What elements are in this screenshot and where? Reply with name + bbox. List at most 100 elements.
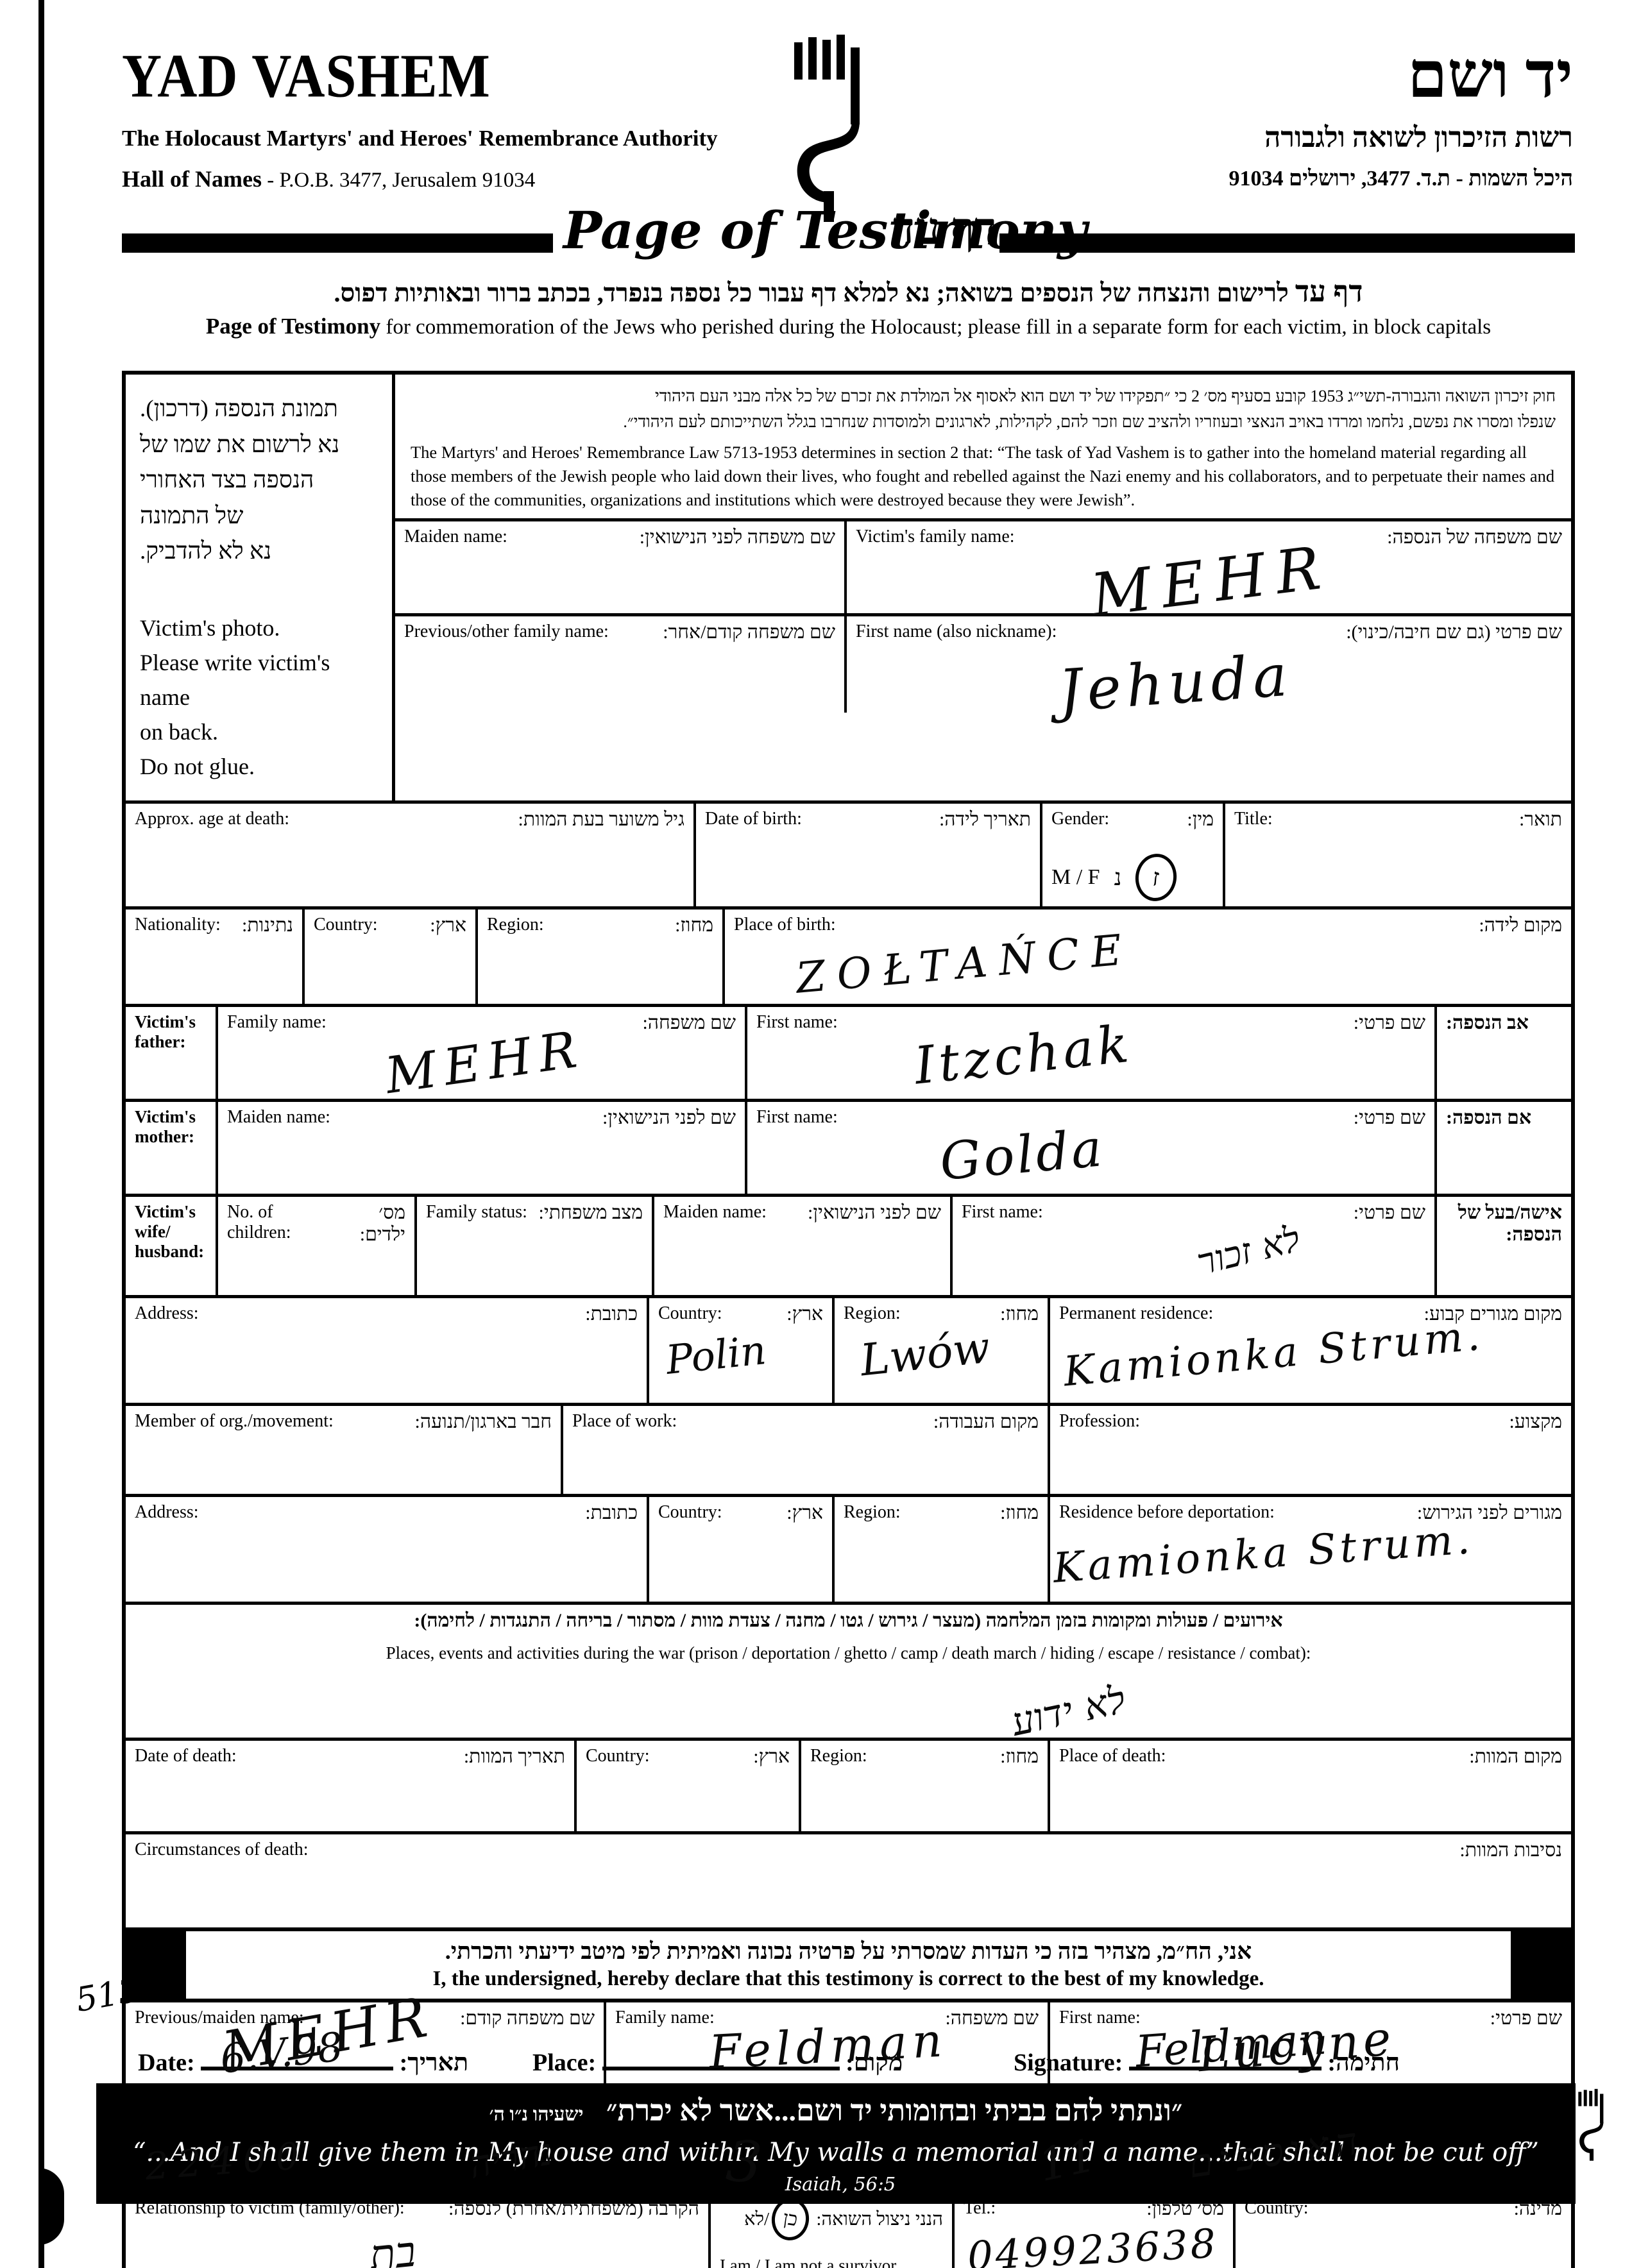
circumstances-label-en: Circumstances of death:	[135, 1839, 309, 1859]
hall-of-names-label: Hall of Names	[122, 166, 262, 192]
field-country-before-deportation: Country: ארץ:	[647, 1496, 832, 1602]
field-title: Title: תואר:	[1223, 803, 1571, 906]
title-rule-left	[122, 233, 553, 253]
field-residence-before-deportation: Residence before deportation: מגורים לפנ…	[1048, 1496, 1571, 1602]
photo-he-line: נא לרשום את שמו של	[140, 431, 340, 458]
handwritten-house-number: 11	[1033, 2128, 1101, 2192]
field-region-residence: Region: מחוז: Lwów	[832, 1298, 1048, 1403]
handwritten-victim-first-name: Jehuda	[1056, 641, 1295, 725]
org-name-hebrew: יד ושם	[1407, 40, 1573, 111]
survivor-no-option: לא	[744, 2208, 765, 2230]
photo-he-line: תמונת הנספה (דרכון).	[140, 396, 338, 422]
region-label-he: מחוז:	[1000, 1745, 1039, 1767]
place-of-death-label-en: Place of death:	[1059, 1745, 1166, 1766]
page-title-hebrew: דף עד	[893, 205, 996, 254]
family-status-label-he: מצב משפחתי:	[538, 1201, 643, 1223]
nationality-label-he: נתינות:	[242, 914, 293, 936]
field-telephone: Tel.: מס׳ טלפון: 049923638	[952, 2192, 1233, 2268]
field-relationship-to-victim: Relationship to victim (family/other): ה…	[126, 2193, 708, 2268]
org-name-english: YAD VASHEM	[122, 41, 491, 110]
photo-en-line: Do not glue.	[140, 753, 255, 779]
pob-address: - P.O.B. 3477, Jerusalem 91034	[261, 169, 536, 192]
gender-option-female-he: נ	[1114, 864, 1122, 890]
dob-label-en: Date of birth:	[705, 808, 802, 829]
menorah-icon	[794, 35, 860, 222]
country-label-en: Country:	[658, 1502, 722, 1522]
field-number-of-children: No. of children: מס׳ ילדים:	[216, 1196, 414, 1295]
handwritten-victim-family-name: MEHR	[1087, 532, 1334, 630]
profession-label-he: מקצוע:	[1509, 1410, 1562, 1432]
field-mother-maiden-name: Maiden name: שם לפני הנישואין:	[216, 1101, 745, 1194]
field-spouse-maiden-name: Maiden name: שם לפני הנישואין:	[652, 1196, 950, 1295]
circumstances-label-he: נסיבות המוות:	[1459, 1839, 1562, 1861]
intro-hebrew-rest: לרישום והנצחה של הנספים בשואה; נא למלא ד…	[334, 278, 1295, 307]
survivor-label-he: הנני ניצול השואה:	[816, 2208, 943, 2230]
region-label-en: Region:	[487, 914, 544, 935]
victim-family-label-he: שם משפחה של הנספה:	[1387, 526, 1562, 548]
mother-label-en: Victim's mother:	[135, 1106, 196, 1146]
field-mother-first-name: First name: שם פרטי: Golda	[745, 1101, 1434, 1194]
page-title-english: Page of Testimony	[563, 200, 1087, 260]
country-label-en: Country:	[658, 1303, 722, 1323]
country-label-he: ארץ:	[786, 1502, 823, 1523]
title-rule-right	[999, 233, 1575, 253]
spouse-side-label: Victim's wife/ husband:	[126, 1197, 216, 1295]
father-label-en: Victim's father:	[135, 1011, 196, 1051]
field-submitter-country: Country: מדינה:	[1233, 2192, 1571, 2268]
law-english: The Martyrs' and Heroes' Remembrance Law…	[411, 442, 1555, 509]
spouse-label-en: Victim's wife/ husband:	[135, 1201, 205, 1261]
field-survivor-status: הנני ניצול השואה: כן/לא I am / I am not …	[708, 2192, 952, 2268]
spouse-side-label-hebrew: אישה/בעל של הנספה:	[1434, 1196, 1571, 1295]
submitter-first-label-en: First name:	[1059, 2007, 1141, 2027]
photo-he-line: של התמונה	[140, 502, 244, 529]
photo-instructions-hebrew: תמונת הנספה (דרכון). נא לרשום את שמו של …	[140, 391, 378, 570]
photo-he-line: הנספה בצד האחורי	[140, 467, 314, 493]
remembrance-law-text: חוק זיכרון השואה והגבורה-תשי״ג 1953 קובע…	[395, 375, 1571, 521]
spouse-first-label-en: First name:	[962, 1201, 1043, 1222]
field-place-of-work: Place of work: מקום העבודה:	[561, 1405, 1048, 1494]
place-label-he: מקום:	[846, 2049, 903, 2076]
photo-en-line: on back.	[140, 718, 218, 745]
region-label-en: Region:	[844, 1303, 901, 1323]
form-top-section: תמונת הנספה (דרכון). נא לרשום את שמו של …	[126, 375, 1571, 800]
first-name-label-he: שם פרטי (גם שם חיבה/כינוי):	[1346, 621, 1562, 643]
address-label-en: Address:	[135, 1502, 199, 1522]
permanent-residence-label-he: מקום מגורים קבוע:	[1424, 1303, 1562, 1324]
handwritten-apartment-number: 3	[724, 2127, 765, 2196]
previous-family-label-en: Previous/other family name:	[404, 621, 609, 641]
org-address-english: Hall of Names - P.O.B. 3477, Jerusalem 9…	[122, 165, 763, 192]
field-region-before-deportation: Region: מחוז:	[832, 1496, 1048, 1602]
org-address-hebrew: היכל השמות - ת.ד. 3477, ירושלים 91034	[1228, 167, 1573, 190]
signature-blank-line: Feldman	[1128, 2014, 1328, 2078]
gender-option-male-circled: ז	[1132, 851, 1180, 904]
org-label-en: Member of org./movement:	[135, 1410, 334, 1431]
photo-he-line: נא לא להדביק.	[140, 538, 272, 564]
date-label-en: Date:	[138, 2049, 195, 2076]
field-father-family-name: Family name: שם משפחה: MEHR	[216, 1006, 745, 1105]
father-first-label-he: שם פרטי:	[1353, 1011, 1425, 1033]
photo-box: תמונת הנספה (דרכון). נא לרשום את שמו של …	[126, 375, 395, 800]
signature-row: Date: 6.V.98 תאריך: Place: מקום: Signatu…	[122, 2014, 1575, 2083]
father-family-label-en: Family name:	[227, 1011, 327, 1032]
title-label-en: Title:	[1234, 808, 1273, 829]
handwritten-residence-before-deportation: Kamionka Strum.	[1051, 1515, 1475, 1593]
age-label-en: Approx. age at death:	[135, 808, 290, 829]
field-spouse-first-name: First name: שם פרטי: לא זכור	[950, 1196, 1434, 1295]
quote-en-source: Isaiah, 56:5	[785, 2173, 896, 2195]
first-name-label-en: First name (also nickname):	[856, 621, 1057, 641]
handwritten-father-family-name: MEHR	[382, 1020, 588, 1105]
field-victim-family-name: Victim's family name: שם משפחה של הנספה:…	[844, 521, 1571, 630]
footer-quote-hebrew: ״ונתתי להם בביתי ובחומותי יד ושם...אשר ל…	[122, 2094, 1550, 2128]
submitter-previous-label-he: שם משפחה קודם:	[460, 2007, 595, 2029]
field-previous-family-name: Previous/other family name: שם משפחה קוד…	[395, 616, 844, 713]
war-events-label-en: Places, events and activities during the…	[386, 1643, 1311, 1663]
submitter-family-label-he: שם משפחה:	[945, 2007, 1039, 2029]
mother-label-he: אם הנספה:	[1446, 1106, 1532, 1128]
scan-blob-artifact	[38, 2168, 64, 2245]
field-gender: Gender: מין: M / F נ ז	[1040, 803, 1223, 906]
field-address-before-deportation: Address: כתובת:	[126, 1497, 647, 1602]
mother-maiden-label-en: Maiden name:	[227, 1106, 330, 1127]
region-label-he: מחוז:	[1000, 1502, 1039, 1523]
law-hebrew-line1: חוק זיכרון השואה והגבורה-תשי״ג 1953 קובע…	[654, 387, 1556, 405]
field-permanent-residence: Permanent residence: מקום מגורים קבוע: K…	[1048, 1298, 1571, 1403]
